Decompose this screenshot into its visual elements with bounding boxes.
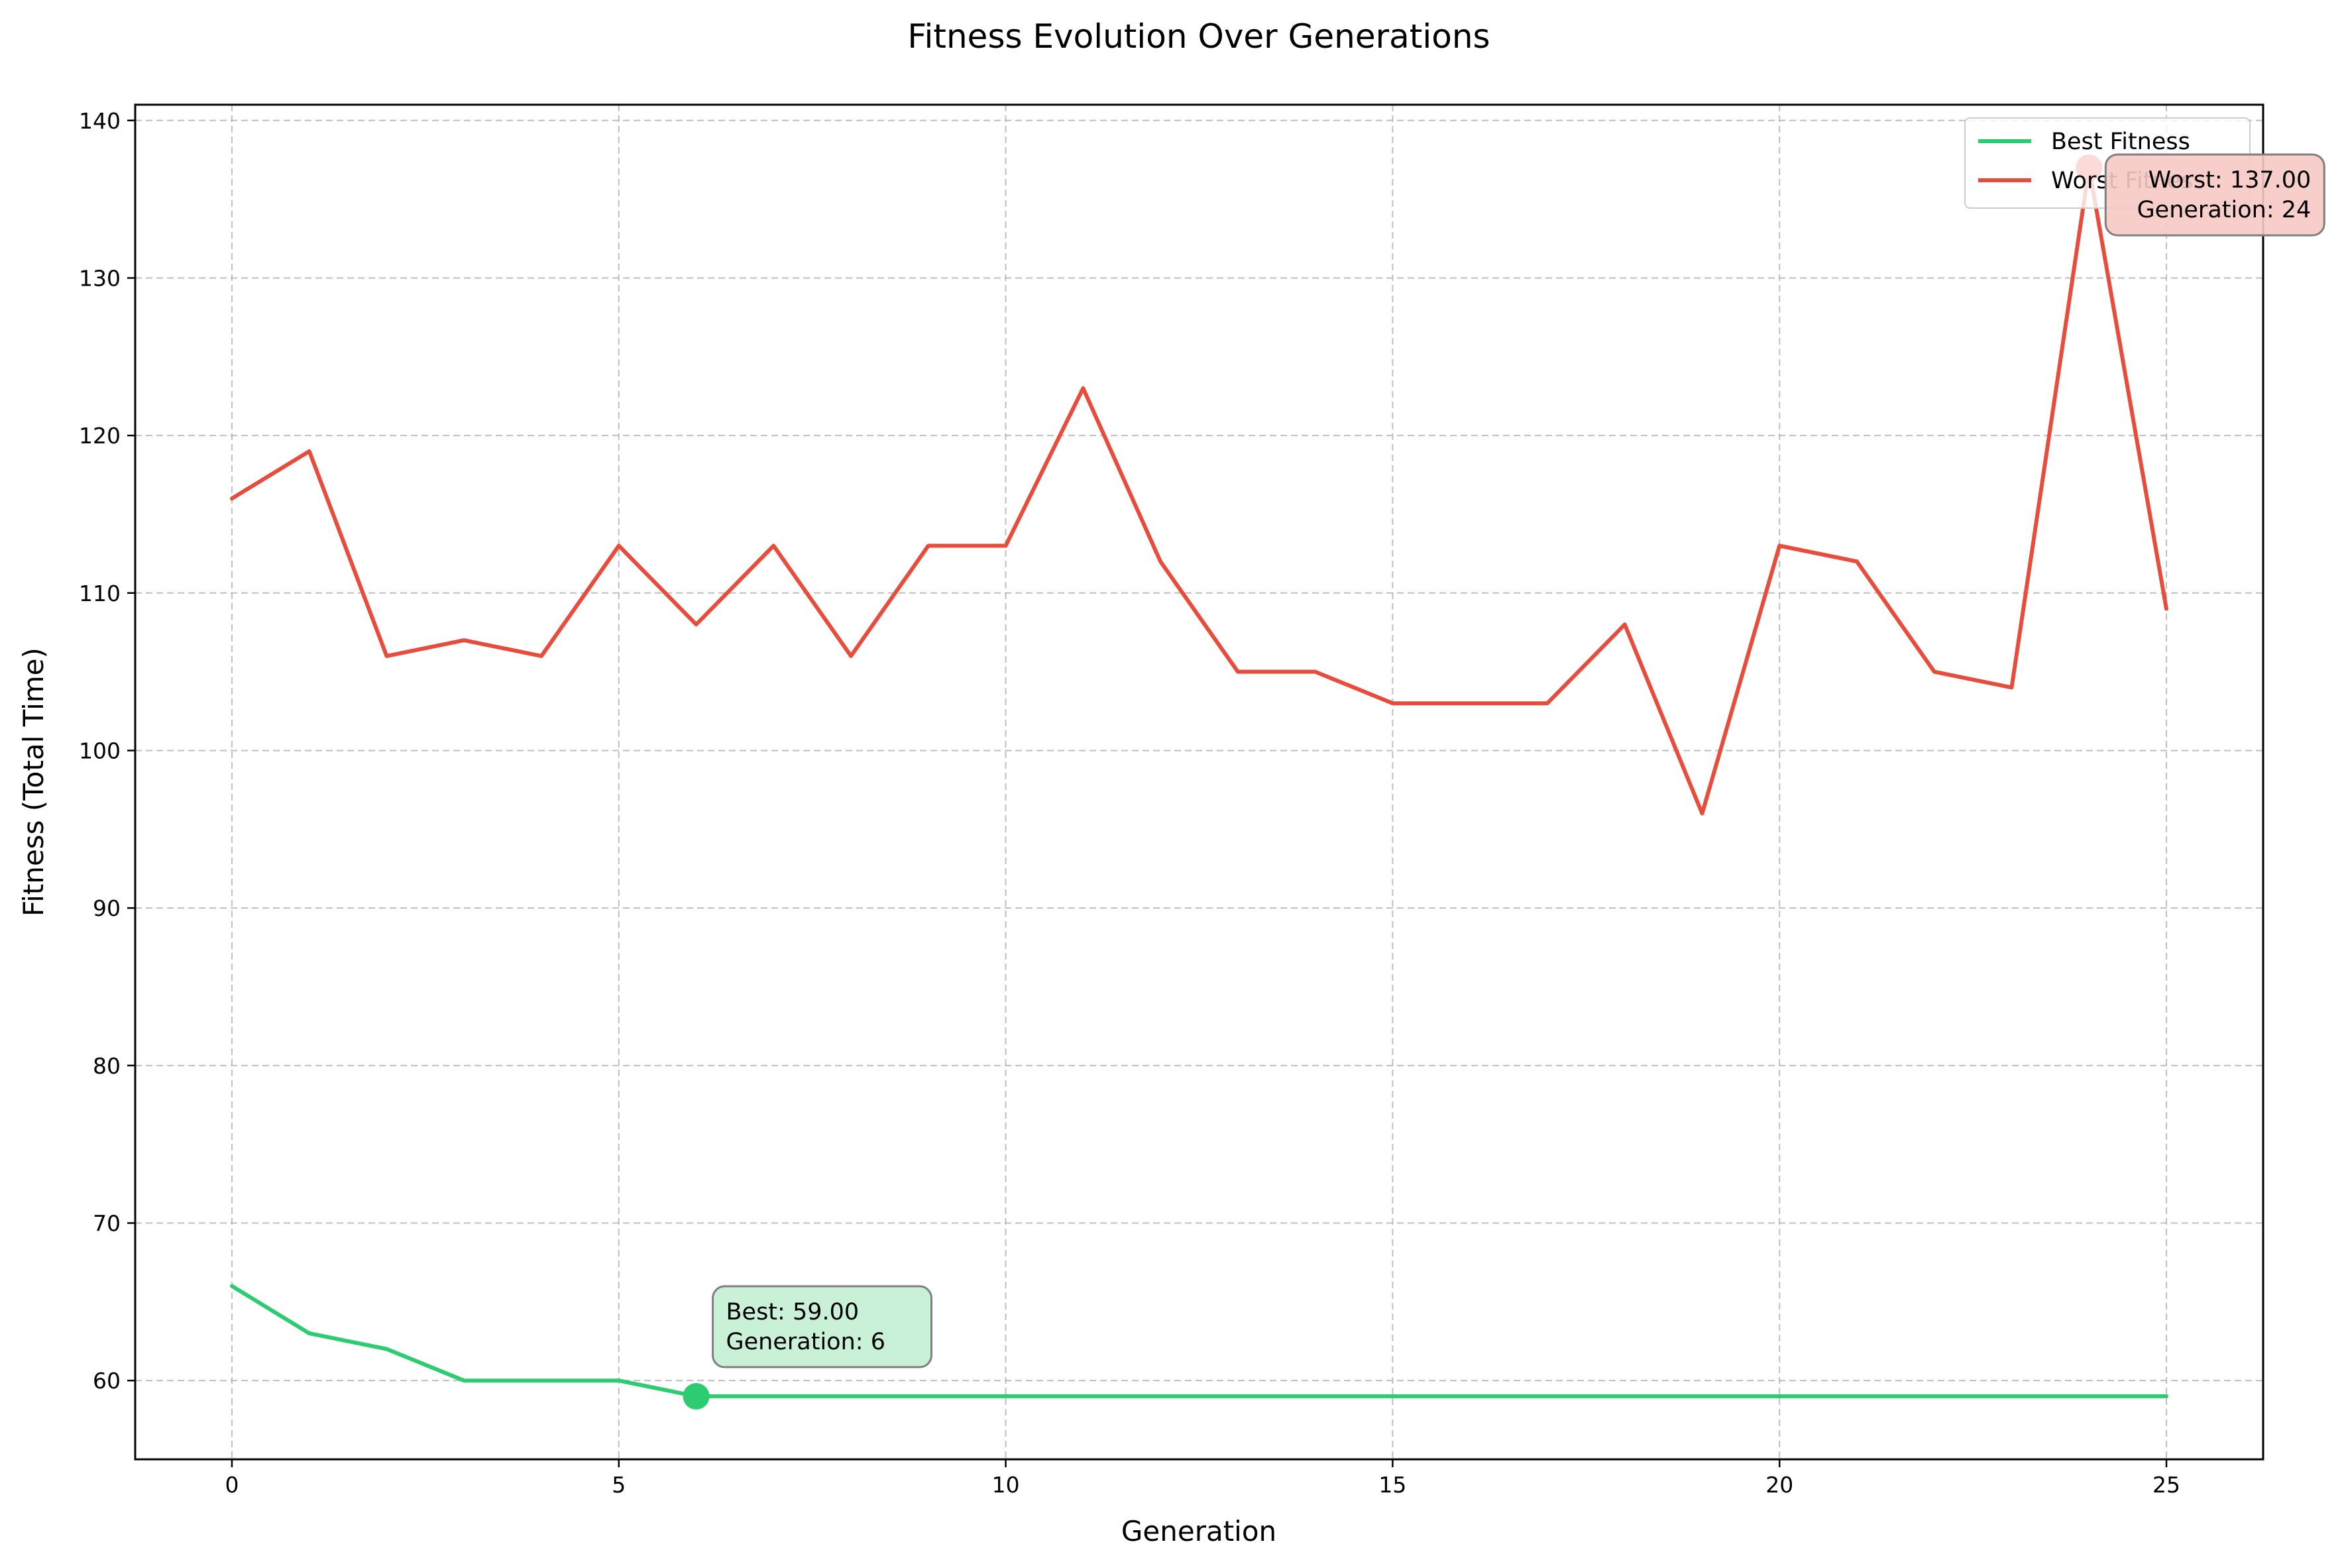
y-tick-label: 70	[93, 1210, 121, 1236]
plot-frame	[134, 103, 2264, 1461]
x-tick-label: 5	[612, 1472, 626, 1498]
series-line-worst-fitness	[230, 166, 2168, 816]
y-tick-label: 110	[79, 581, 121, 606]
x-tick-label: 10	[992, 1472, 1020, 1498]
y-axis-label: Fitness (Total Time)	[17, 647, 50, 917]
annotation-text-worst: Worst: 137.00	[2148, 167, 2312, 194]
y-tick-label: 130	[79, 265, 121, 291]
x-tick-label: 20	[1765, 1472, 1793, 1498]
y-tick-label: 100	[79, 738, 121, 763]
x-tick-label: 25	[2152, 1472, 2180, 1498]
grid	[135, 105, 2263, 1459]
ticks-group: 0 5 10 15 20 25 60 70 80 90 100 110 120 130 140	[79, 108, 2180, 1498]
y-tick-label: 140	[79, 108, 121, 134]
annotation-box-worst	[2104, 153, 2325, 237]
y-tick-label: 120	[79, 423, 121, 449]
y-tick-label: 60	[93, 1368, 121, 1394]
annotations-group: Best: 59.00 Generation: 6 Worst: 137.00 Gen…	[712, 153, 2325, 1369]
series-group	[230, 166, 2168, 1398]
marker-best-fitness	[683, 1382, 710, 1410]
annotation-text-best: Best: 59.00	[726, 1299, 860, 1325]
x-tick-label: 0	[225, 1472, 239, 1498]
y-tick-label: 90	[93, 895, 121, 921]
y-tick-label: 80	[93, 1053, 121, 1079]
annotation-text-best: Generation: 6	[726, 1329, 885, 1355]
annotation-text-worst: Generation: 24	[2137, 197, 2312, 223]
chart-title: Fitness Evolution Over Generations	[907, 17, 1490, 56]
x-axis-label: Generation	[1121, 1515, 1276, 1547]
series-line-best-fitness	[230, 1284, 2168, 1398]
annotation-box-best	[712, 1285, 933, 1369]
legend-label-best-fitness: Best Fitness	[2051, 129, 2190, 155]
x-tick-label: 15	[1378, 1472, 1406, 1498]
